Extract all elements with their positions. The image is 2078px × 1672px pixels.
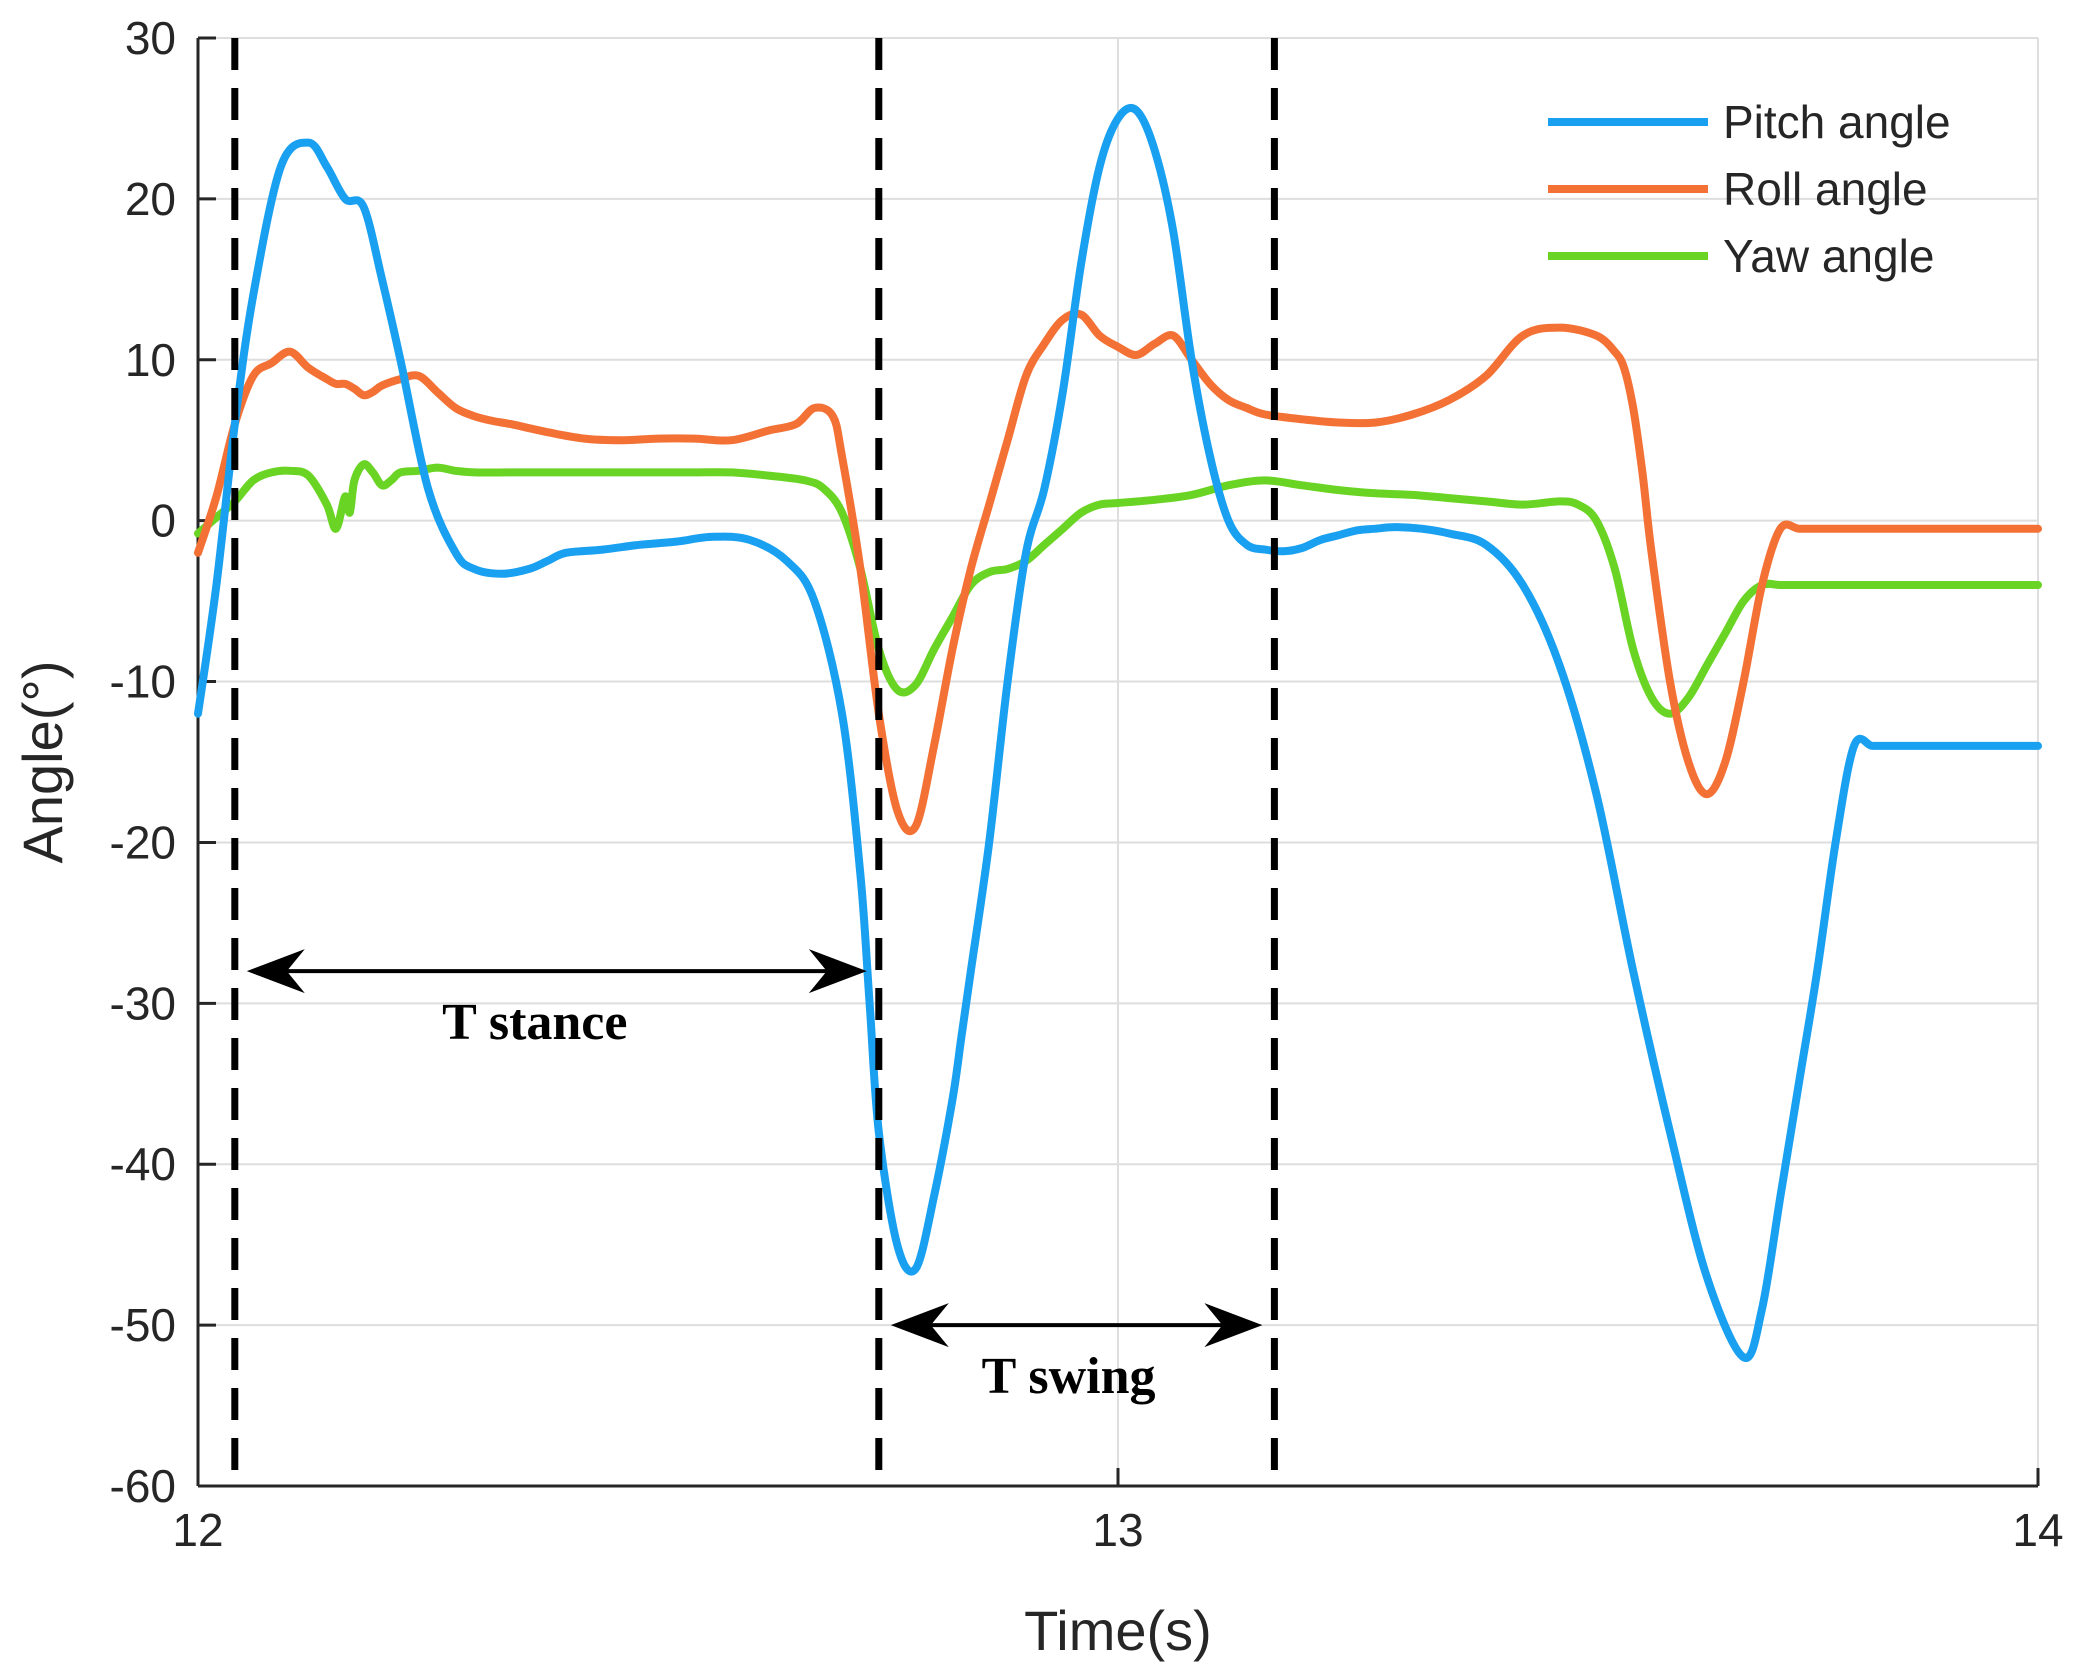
y-tick-label: 10 — [125, 334, 176, 386]
x-axis-title: Time(s) — [1024, 1599, 1212, 1662]
legend-label-roll-angle: Roll angle — [1723, 163, 1928, 215]
t-swing-arrow-right-head — [1204, 1303, 1263, 1348]
grid — [198, 38, 2038, 1486]
legend-label-pitch-angle: Pitch angle — [1723, 96, 1951, 148]
legend-label-yaw-angle: Yaw angle — [1723, 230, 1934, 282]
x-tick-label: 12 — [172, 1504, 223, 1556]
x-tick-label: 13 — [1092, 1504, 1143, 1556]
y-tick-label: -20 — [110, 816, 176, 868]
series-line-pitch-angle — [194, 104, 2042, 1362]
x-tick-label: 14 — [2012, 1504, 2063, 1556]
y-tick-label: -10 — [110, 656, 176, 708]
t-stance-arrow-right-head — [808, 949, 867, 994]
y-tick-label: 30 — [125, 12, 176, 64]
y-tick-label: 20 — [125, 173, 176, 225]
y-tick-label: -40 — [110, 1138, 176, 1190]
stance-swing-markers — [231, 38, 1278, 1486]
series-group — [194, 104, 2042, 1362]
y-tick-label: -30 — [110, 977, 176, 1029]
t-swing-label: T swing — [982, 1348, 1156, 1405]
y-axis-title: Angle(°) — [11, 661, 74, 864]
legend: Pitch angle Roll angle Yaw angle — [1548, 96, 1951, 282]
y-tick-label: -50 — [110, 1299, 176, 1351]
axes: -60 -50 -40 -30 -20 -10 0 10 20 30 12 13 14 — [110, 12, 2064, 1556]
t-swing-arrow-left-head — [890, 1303, 949, 1348]
y-tick-label: 0 — [150, 495, 176, 547]
series-line-yaw-angle — [194, 460, 2042, 718]
series-line-roll-angle — [194, 309, 2042, 836]
annotations: T stance T swing — [246, 949, 1263, 1405]
t-stance-label: T stance — [442, 994, 627, 1051]
y-tick-label: -60 — [110, 1460, 176, 1512]
t-stance-arrow-left-head — [246, 949, 305, 994]
